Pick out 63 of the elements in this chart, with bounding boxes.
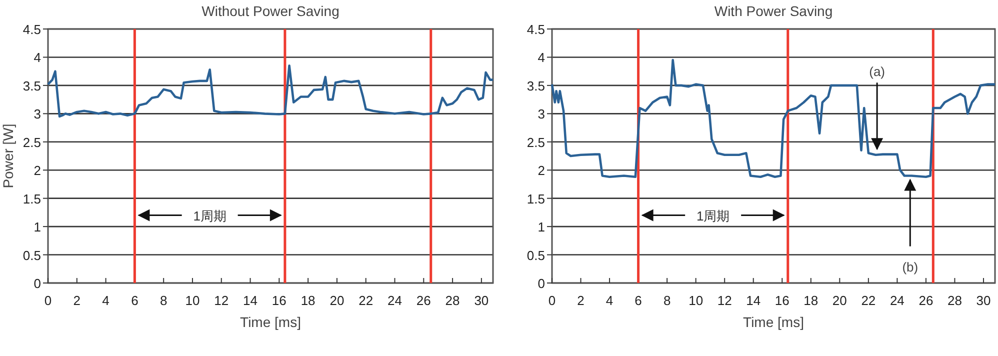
x-axis-title: Time [ms]	[240, 314, 301, 330]
x-tick-label: 6	[131, 293, 138, 308]
y-tick-label: 4	[34, 50, 41, 66]
x-tick-label: 8	[160, 293, 168, 308]
x-tick-label: 20	[330, 293, 344, 308]
y-tick-label: 2.5	[526, 134, 545, 150]
y-tick-label: 2	[538, 163, 545, 178]
x-tick-label: 16	[272, 293, 286, 308]
x-tick-label: 26	[416, 293, 431, 308]
x-tick-label: 10	[688, 293, 704, 308]
x-axis-title: Time [ms]	[743, 314, 804, 330]
x-tick-label: 22	[358, 293, 374, 308]
chart-title: Without Power Saving	[202, 3, 340, 19]
x-tick-label: 24	[890, 293, 904, 308]
y-tick-label: 4	[538, 50, 545, 66]
y-tick-label: 3	[34, 106, 41, 122]
y-tick-label: 4.5	[22, 22, 41, 37]
y-tick-label: 2.5	[22, 134, 41, 150]
annotation: 1周期	[696, 208, 730, 224]
y-tick-label: 0	[538, 276, 545, 291]
x-tick-label: 4	[606, 293, 614, 308]
annotation: 1周期	[193, 208, 226, 224]
x-tick-label: 12	[214, 293, 229, 308]
x-tick-label: 4	[102, 293, 110, 308]
x-tick-label: 8	[663, 293, 671, 308]
x-tick-label: 2	[73, 293, 81, 308]
y-tick-label: 1	[538, 220, 545, 235]
x-tick-label: 14	[243, 293, 258, 308]
y-tick-label: 2	[34, 163, 41, 178]
line-series	[46, 64, 494, 118]
y-tick-label: 1.5	[22, 191, 41, 206]
line-series	[550, 58, 996, 178]
y-tick-label: 0.5	[526, 248, 545, 263]
x-tick-label: 14	[746, 293, 761, 308]
x-tick-label: 30	[976, 293, 991, 308]
x-tick-label: 22	[861, 293, 876, 308]
chart-title: With Power Saving	[714, 3, 833, 19]
y-tick-label: 0	[34, 276, 41, 291]
y-tick-label: 3	[538, 106, 545, 122]
x-tick-label: 26	[918, 293, 934, 308]
y-axis-title: Power [W]	[0, 124, 16, 188]
x-tick-label: 30	[474, 293, 489, 308]
x-tick-label: 16	[774, 293, 790, 308]
x-tick-label: 0	[44, 293, 52, 308]
x-tick-label: 28	[445, 293, 460, 308]
x-tick-label: 28	[947, 293, 962, 308]
annotation: (a)	[869, 64, 886, 79]
x-tick-label: 24	[388, 293, 402, 308]
x-tick-label: 0	[548, 293, 556, 308]
x-tick-label: 20	[832, 293, 847, 308]
y-tick-label: 0.5	[22, 248, 41, 263]
y-tick-label: 4.5	[526, 22, 545, 37]
annotation: (b)	[902, 260, 918, 275]
x-tick-label: 10	[185, 293, 200, 308]
y-tick-label: 1	[34, 220, 41, 235]
x-tick-label: 18	[300, 293, 316, 308]
x-tick-label: 12	[717, 293, 732, 308]
y-tick-label: 3.5	[526, 78, 545, 94]
x-tick-label: 2	[577, 293, 584, 308]
x-tick-label: 18	[804, 293, 818, 308]
x-tick-label: 6	[634, 293, 642, 308]
y-tick-label: 3.5	[22, 78, 41, 94]
y-tick-label: 1.5	[526, 191, 545, 206]
